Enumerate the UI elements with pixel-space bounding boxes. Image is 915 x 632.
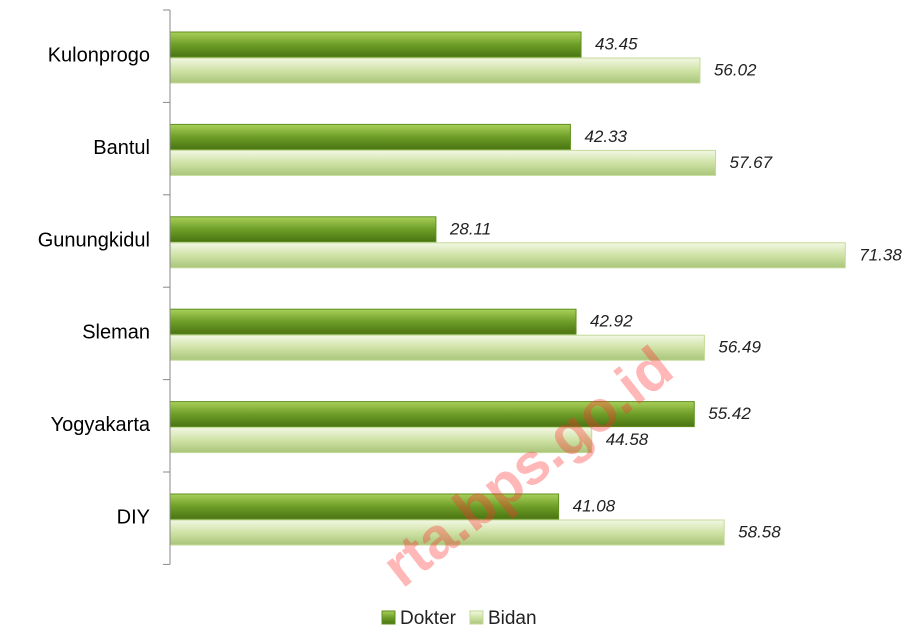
data-label: 42.92 — [590, 312, 633, 331]
category-label: Yogyakarta — [51, 414, 151, 436]
data-label: 58.58 — [738, 522, 781, 541]
bar — [169, 493, 560, 520]
category-label: Gunungkidul — [38, 229, 150, 251]
bar — [169, 427, 593, 454]
watermark: rta.bps.go.id — [370, 334, 684, 599]
data-label: 56.49 — [718, 338, 761, 357]
bar — [169, 334, 705, 361]
bar — [169, 242, 846, 269]
category-label: Sleman — [82, 322, 150, 344]
category-label: DIY — [117, 506, 150, 528]
data-label: 41.08 — [573, 496, 616, 515]
data-label: 43.45 — [595, 34, 638, 53]
bar — [169, 31, 582, 58]
legend-swatch — [469, 610, 484, 625]
plot-area: Kulonprogo 43.45 56.02 Bantul 42.33 57.67 Gunu… — [38, 9, 902, 629]
bar — [169, 149, 717, 176]
bar — [169, 308, 577, 335]
data-label: 57.67 — [730, 153, 773, 172]
bar — [169, 519, 725, 546]
data-label: 56.02 — [714, 60, 757, 79]
category-label: Bantul — [93, 137, 150, 159]
legend-label: Bidan — [488, 608, 537, 629]
bar — [169, 401, 695, 428]
data-label: 55.42 — [708, 404, 751, 423]
bar — [169, 216, 437, 243]
legend-swatch — [381, 610, 396, 625]
data-label: 42.33 — [584, 127, 627, 146]
bar — [169, 123, 571, 150]
data-label: 44.58 — [606, 430, 649, 449]
data-label: 71.38 — [859, 245, 902, 264]
bar — [169, 57, 701, 84]
legend-label: Dokter — [400, 608, 457, 629]
data-label: 28.11 — [449, 219, 491, 238]
category-label: Kulonprogo — [48, 44, 150, 66]
